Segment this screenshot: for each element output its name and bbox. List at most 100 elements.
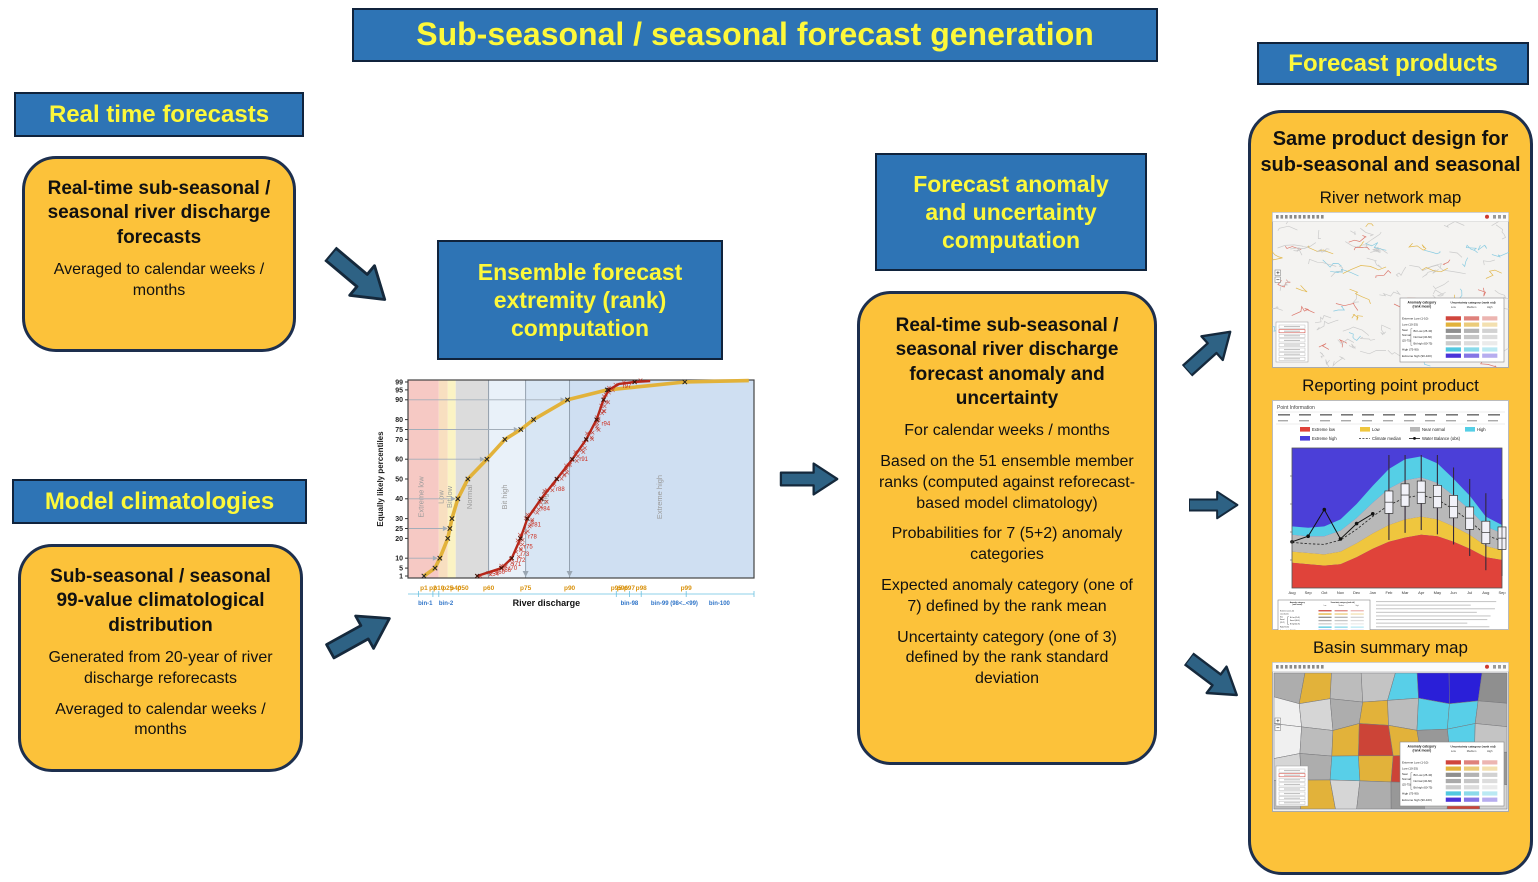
svg-text:r91: r91 — [579, 457, 588, 463]
flow-arrow-climatology-to-rank — [314, 594, 410, 679]
svg-text:99: 99 — [395, 379, 403, 386]
svg-text:High: High — [1487, 305, 1493, 309]
svg-text:Near normal: Near normal — [1422, 427, 1445, 432]
svg-text:Low: Low — [436, 490, 445, 504]
model-climatologies-header: Model climatologies — [12, 479, 307, 524]
forecast-products-card: Same product design for sub-seasonal and… — [1248, 110, 1533, 875]
svg-text:bin-99 (98<..<99): bin-99 (98<..<99) — [651, 601, 698, 607]
svg-text:5: 5 — [399, 566, 403, 573]
svg-text:r81: r81 — [532, 523, 541, 529]
svg-text:High (75-90): High (75-90) — [1402, 348, 1419, 352]
svg-text:Medium: Medium — [1467, 305, 1477, 309]
svg-text:r54: r54 — [490, 572, 499, 578]
svg-text:Medium: Medium — [1339, 605, 1345, 607]
svg-text:Near: Near — [1280, 615, 1284, 618]
svg-text:Equally likely percentiles: Equally likely percentiles — [376, 431, 385, 527]
flow-arrow-to-basin-map — [1172, 640, 1252, 718]
svg-text:May: May — [1434, 590, 1442, 595]
svg-text:Sep: Sep — [1305, 590, 1313, 595]
svg-text:p75: p75 — [520, 585, 532, 592]
card-line: Based on the 51 ensemble member ranks (c… — [878, 453, 1136, 512]
card-line: Uncertainty category (one of 3) defined … — [897, 628, 1117, 688]
svg-text:p99: p99 — [681, 585, 693, 592]
svg-text:p2: p2 — [429, 585, 437, 592]
svg-text:Uncertainty category (rank std: Uncertainty category (rank std) — [1331, 601, 1355, 604]
svg-text:Feb: Feb — [1385, 590, 1393, 595]
svg-text:r72: r72 — [517, 558, 526, 564]
svg-text:Extreme Low (1-10): Extreme Low (1-10) — [1280, 610, 1294, 613]
svg-text:River discharge: River discharge — [513, 598, 581, 608]
svg-text:25: 25 — [395, 526, 403, 533]
svg-text:Low (10-25): Low (10-25) — [1280, 614, 1289, 616]
svg-text:90: 90 — [395, 397, 403, 404]
svg-text:Mar: Mar — [1402, 590, 1410, 595]
svg-text:30: 30 — [395, 516, 403, 523]
rank-computation-chart: Extreme low Low Bit low Normal Bit high High E… — [376, 378, 755, 608]
svg-text:10: 10 — [395, 556, 403, 563]
svg-text:High (75-90): High (75-90) — [1280, 627, 1289, 629]
svg-text:r94: r94 — [601, 422, 610, 428]
svg-text:r71: r71 — [513, 562, 522, 568]
svg-text:Extreme Low (1-10): Extreme Low (1-10) — [1402, 761, 1428, 765]
svg-text:p60: p60 — [483, 585, 495, 592]
svg-text:70: 70 — [395, 437, 403, 444]
svg-text:Anomaly category: Anomaly category — [1290, 601, 1305, 604]
flow-arrow-to-reporting-point — [1188, 486, 1239, 529]
svg-text:r66: r66 — [502, 568, 511, 574]
svg-text:Anomaly category: Anomaly category — [1407, 301, 1436, 305]
svg-text:p10: p10 — [433, 585, 445, 592]
svg-text:(rank mean): (rank mean) — [1412, 305, 1431, 309]
svg-text:r78: r78 — [528, 534, 537, 540]
svg-text:Climate median: Climate median — [1372, 436, 1402, 441]
svg-text:Dec: Dec — [1353, 590, 1360, 595]
svg-text:High: High — [541, 489, 550, 504]
svg-text:95: 95 — [395, 387, 403, 394]
forecast-products-header: Forecast products — [1257, 42, 1529, 85]
svg-text:Aug: Aug — [1288, 590, 1295, 595]
svg-text:Apr: Apr — [1418, 590, 1425, 595]
svg-text:p98: p98 — [636, 585, 648, 592]
flow-arrow-rank-to-anomaly — [779, 459, 841, 504]
basin-summary-map-image: Anomaly category(rank mean) Uncertainty c… — [1272, 662, 1509, 813]
card-line: Expected anomaly category (one of 7) def… — [881, 577, 1133, 615]
svg-text:40: 40 — [395, 496, 403, 503]
svg-text:Near: Near — [1402, 772, 1408, 776]
svg-text:Bit high (60-75): Bit high (60-75) — [1414, 786, 1433, 790]
svg-text:Jun: Jun — [1450, 590, 1456, 595]
card-title: Same product design for sub-seasonal and… — [1260, 128, 1521, 176]
svg-text:Oct: Oct — [1321, 590, 1328, 595]
svg-text:Low: Low — [1451, 305, 1456, 309]
card-title: Real-time sub-seasonal / seasonal river … — [47, 178, 271, 248]
svg-text:r84: r84 — [541, 507, 550, 513]
flow-arrow-to-river-map — [1172, 313, 1251, 391]
svg-text:Low (10-25): Low (10-25) — [1402, 323, 1418, 327]
svg-text:Normal (40-60): Normal (40-60) — [1414, 779, 1433, 783]
card-line: Generated from 20-year of river discharg… — [48, 648, 273, 687]
svg-text:p97: p97 — [624, 585, 636, 592]
svg-text:Uncertainty category (rank std: Uncertainty category (rank std) — [1451, 301, 1496, 305]
svg-text:Near: Near — [1402, 328, 1408, 332]
svg-text:Water Balance (obs): Water Balance (obs) — [1422, 436, 1461, 441]
svg-text:20: 20 — [395, 536, 403, 543]
svg-text:r88: r88 — [556, 487, 565, 493]
svg-text:Bit high (60-75): Bit high (60-75) — [1414, 342, 1433, 346]
anomaly-card: Real-time sub-seasonal / seasonal river … — [857, 291, 1157, 765]
reporting-point-product-image: Point Information Extreme low Low Near norm… — [1272, 400, 1509, 631]
svg-text:Aug: Aug — [1482, 590, 1489, 595]
svg-text:Normal (40-60): Normal (40-60) — [1290, 620, 1300, 622]
svg-text:Nov: Nov — [1337, 590, 1344, 595]
caption-river-network-map: River network map — [1319, 188, 1462, 208]
svg-text:p25: p25 — [442, 585, 454, 592]
svg-text:p50: p50 — [457, 585, 469, 592]
svg-text:Normal: Normal — [1402, 777, 1411, 781]
svg-text:(25-75): (25-75) — [1280, 622, 1285, 624]
svg-text:High: High — [1477, 427, 1486, 432]
anomaly-computation-header: Forecast anomaly and uncertainty computa… — [875, 153, 1147, 271]
svg-text:1: 1 — [399, 573, 403, 580]
svg-text:bin-100: bin-100 — [709, 601, 731, 607]
ensemble-extremity-header: Ensemble forecast extremity (rank) compu… — [437, 240, 723, 360]
svg-text:Low: Low — [1451, 749, 1456, 753]
card-title: Real-time sub-seasonal / seasonal river … — [895, 315, 1119, 409]
svg-text:bin-98: bin-98 — [621, 601, 639, 607]
svg-text:(rank mean): (rank mean) — [1292, 604, 1302, 606]
